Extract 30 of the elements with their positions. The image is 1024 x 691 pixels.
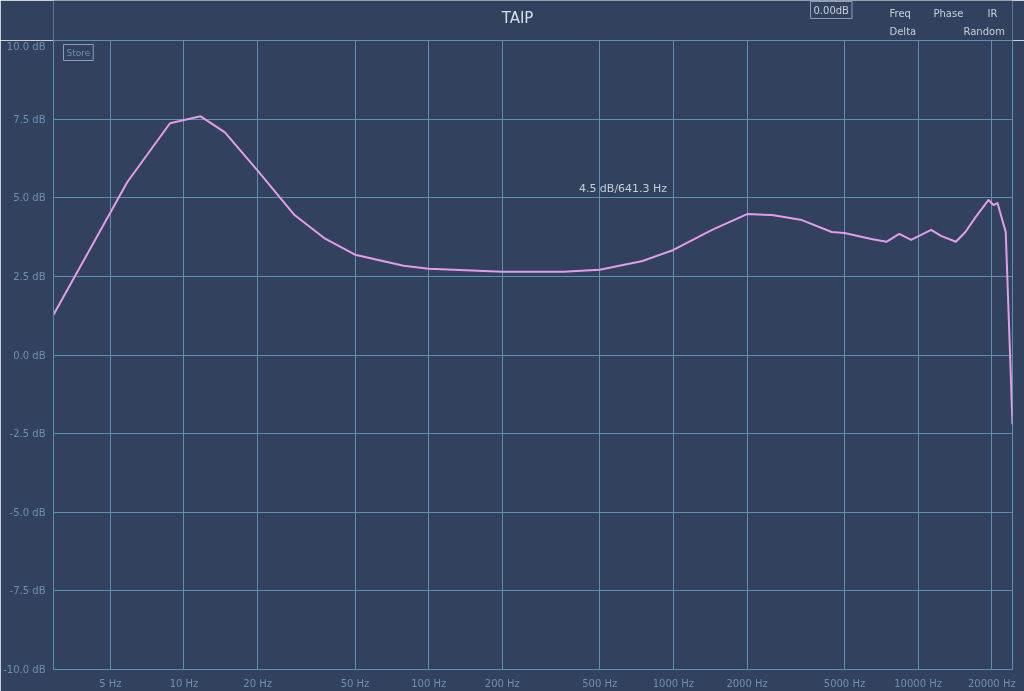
text: Random	[963, 25, 1005, 37]
annotation: 4.5 dB/641.3 Hz	[578, 181, 668, 195]
x-tick-label: 50 Hz	[340, 677, 370, 689]
x-tick-label: 10 Hz	[169, 677, 199, 689]
x-tick-label: 2000 Hz	[726, 677, 768, 689]
y-tick-label: 10.0 dB	[6, 40, 46, 52]
text: Phase	[933, 7, 964, 19]
text: Delta	[889, 25, 917, 37]
text: IR	[987, 7, 998, 19]
chart-title: TAIP	[500, 8, 534, 27]
x-tick-label: 20000 Hz	[967, 677, 1016, 689]
x-tick-label: 5 Hz	[99, 677, 122, 689]
x-tick-label: 100 Hz	[411, 677, 447, 689]
y-tick-label: -7.5 dB	[9, 585, 46, 597]
x-tick-label: 10000 Hz	[894, 677, 943, 689]
x-tick-label: 1000 Hz	[652, 677, 695, 689]
x-tick-label: 500 Hz	[582, 677, 618, 689]
y-tick-label: -2.5 dB	[9, 428, 46, 440]
x-tick-label: 200 Hz	[484, 677, 520, 689]
y-tick-label: 2.5 dB	[13, 270, 46, 282]
y-tick-label: -10.0 dB	[3, 664, 46, 675]
y-tick-label: 0.0 dB	[13, 349, 46, 361]
y-tick-label: 5.0 dB	[13, 192, 46, 204]
y-tick-label: -5.0 dB	[9, 506, 46, 518]
annotation: Store	[66, 47, 91, 58]
y-tick-label: 7.5 dB	[13, 113, 46, 125]
text: Freq	[889, 7, 911, 19]
x-tick-label: 20 Hz	[243, 677, 272, 689]
text: 0.00dB	[813, 4, 850, 16]
x-tick-label: 5000 Hz	[823, 677, 866, 689]
